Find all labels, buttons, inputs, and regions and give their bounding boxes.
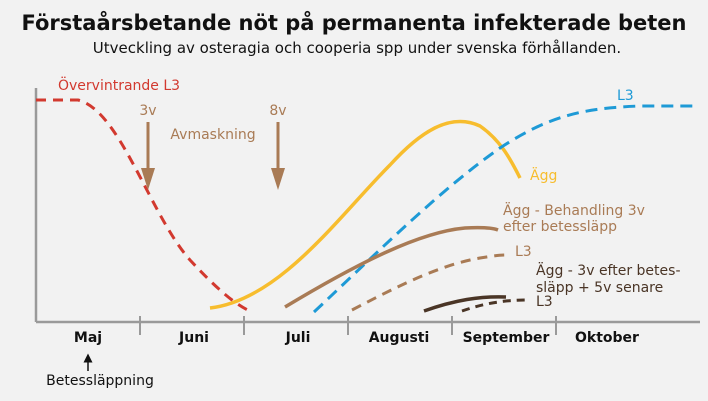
week8-label: 8v <box>269 103 286 119</box>
egg-treatment-label-line2: efter betessläpp <box>503 219 617 235</box>
egg-treatment-label-line1: Ägg - Behandling 3v <box>503 201 645 219</box>
l3-treatment-curve <box>351 253 507 312</box>
overwintering-l3-curve <box>36 98 253 314</box>
month-label-september: September <box>463 330 550 346</box>
month-label-augusti: Augusti <box>369 330 430 346</box>
egg-treatment-curve <box>284 225 499 309</box>
egg-double-label-line1: Ägg - 3v efter betes- <box>536 261 681 279</box>
l3-top-label: L3 <box>617 88 634 104</box>
week3-label: 3v <box>139 103 156 119</box>
page-subtitle: Utveckling av osteragia och cooperia spp… <box>93 39 621 57</box>
month-label-oktober: Oktober <box>575 330 639 346</box>
page-title: Förstaårsbetande nöt på permanenta infek… <box>21 10 686 35</box>
deworming-label: Avmaskning <box>170 127 255 143</box>
l3-low-label: L3 <box>536 294 553 310</box>
month-ticks <box>139 316 557 335</box>
egg-label: Ägg <box>530 166 557 184</box>
l3-double-treatment-curve <box>461 298 529 313</box>
egg-curve <box>209 119 522 310</box>
week8-arrow-head <box>271 168 285 190</box>
week3-arrow-head <box>141 168 155 190</box>
month-label-maj: Maj <box>74 330 102 346</box>
grazing-start-label: Betessläppning <box>46 373 154 389</box>
l3-mid-label: L3 <box>515 244 532 260</box>
month-label-juli: Juli <box>285 330 311 346</box>
month-label-juni: Juni <box>178 330 209 346</box>
egg-double-label-line2: släpp + 5v senare <box>536 280 663 296</box>
egg-double-treatment-curve <box>423 295 507 313</box>
overwintering-l3-label: Övervintrande L3 <box>58 76 180 94</box>
